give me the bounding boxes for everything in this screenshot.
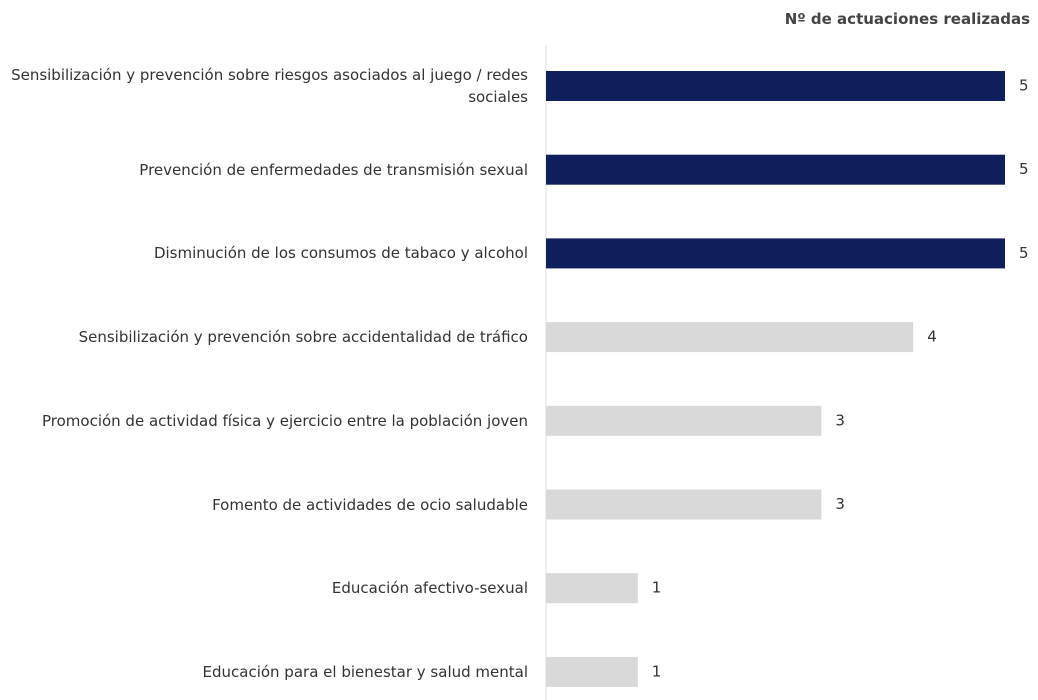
- category-label: Sensibilización y prevención sobre riesg…: [11, 66, 528, 106]
- bar: [546, 71, 1005, 101]
- bar: [546, 322, 914, 353]
- category-label: Disminución de los consumos de tabaco y …: [153, 244, 528, 263]
- value-label: 4: [927, 328, 937, 346]
- bar: [546, 154, 1005, 185]
- value-label: 5: [1019, 160, 1029, 178]
- value-label: 5: [1019, 244, 1029, 262]
- bar: [546, 656, 638, 687]
- bar: [546, 489, 822, 520]
- category-label: Educación para el bienestar y salud ment…: [202, 662, 529, 681]
- value-label: 1: [652, 579, 662, 597]
- value-label: 3: [835, 411, 845, 429]
- category-label: Fomento de actividades de ocio saludable: [212, 495, 528, 514]
- bar: [546, 238, 1005, 269]
- chart-title: Nº de actuaciones realizadas: [784, 10, 1030, 28]
- value-label: 1: [652, 662, 662, 680]
- bar: [546, 573, 638, 604]
- category-label: Educación afectivo-sexual: [331, 579, 528, 598]
- category-label: Prevención de enfermedades de transmisió…: [139, 160, 528, 179]
- category-label: Sensibilización y prevención sobre accid…: [78, 328, 528, 347]
- value-label: 5: [1019, 77, 1029, 95]
- bar: [546, 405, 822, 436]
- value-label: 3: [835, 495, 845, 513]
- category-label: Promoción de actividad física y ejercici…: [41, 411, 528, 430]
